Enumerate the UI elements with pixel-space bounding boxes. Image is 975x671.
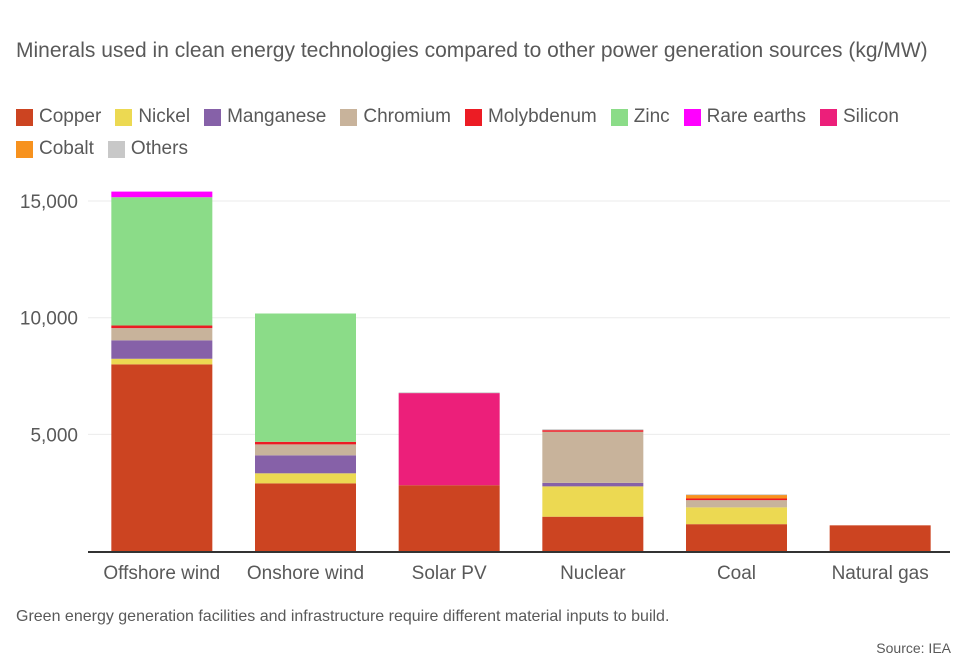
legend-swatch (464, 108, 482, 126)
legend-swatch (819, 108, 837, 126)
legend-label: Manganese (227, 106, 327, 127)
bar-segment-rare-earths (111, 191, 213, 198)
bar-segment-copper (255, 483, 356, 551)
bar-segment-cobalt (686, 495, 787, 499)
bar-segment-nickel (542, 486, 644, 517)
bar-segment-others (542, 429, 644, 431)
bar-segment-chromium (255, 444, 356, 456)
bar-segment-manganese (111, 340, 213, 359)
legend: Copper Nickel Manganese Chromium Molybdenum Z… (16, 104, 956, 162)
y-tick-label: 15,000 (20, 192, 78, 213)
bar-segment-zinc (255, 313, 356, 442)
bar-segment-zinc (111, 197, 213, 326)
y-tick-label: 5,000 (30, 425, 78, 446)
x-tick-label: Offshore wind (103, 563, 220, 584)
bar-segment-copper (398, 485, 500, 551)
bar-segment-molybdenum (542, 430, 644, 432)
x-tick-label: Natural gas (832, 563, 929, 584)
x-tick-label: Nuclear (560, 563, 626, 584)
bar-segment-molybdenum (111, 325, 213, 329)
bar-segment-copper (686, 524, 787, 551)
legend-swatch (16, 108, 33, 126)
legend-swatch (683, 108, 701, 126)
bar-segment-copper (111, 364, 213, 551)
legend-label: Molybdenum (487, 106, 597, 127)
bar-segment-molybdenum (255, 441, 356, 445)
legend-item-others: Others (107, 136, 188, 162)
legend-item-copper: Copper (16, 104, 101, 130)
x-tick-label: Solar PV (412, 563, 487, 584)
legend-item-chromium: Chromium (340, 104, 451, 130)
bar-segment-silicon (398, 393, 500, 486)
y-tick-label: 10,000 (20, 309, 78, 330)
bar-segment-copper (829, 525, 931, 551)
legend-swatch (107, 140, 125, 158)
bar-segment-manganese (255, 455, 356, 474)
legend-swatch (16, 140, 33, 158)
chart-plot: 5,000 10,000 15,000 Offshore wind Onshore wi… (20, 191, 950, 584)
chart-caption: Green energy generation facilities and i… (16, 608, 670, 625)
legend-label: Rare earths (706, 106, 806, 127)
x-tick-label: Coal (717, 563, 756, 584)
legend-item-rare-earths: Rare earths (683, 104, 806, 130)
bar-segment-manganese (542, 482, 644, 487)
legend-swatch (115, 108, 133, 126)
bar-segment-molybdenum (686, 498, 787, 501)
legend-item-nickel: Nickel (115, 104, 190, 130)
legend-label: Chromium (363, 106, 451, 127)
legend-item-molybdenum: Molybdenum (464, 104, 597, 130)
legend-label: Silicon (842, 106, 899, 127)
bar-segment-nickel (111, 358, 213, 365)
legend-label: Zinc (633, 106, 670, 127)
legend-item-zinc: Zinc (610, 104, 670, 130)
legend-label: Nickel (138, 106, 191, 127)
legend-label: Copper (39, 106, 102, 127)
legend-swatch (204, 108, 222, 126)
legend-item-manganese: Manganese (204, 104, 326, 130)
legend-item-cobalt: Cobalt (16, 136, 94, 162)
legend-label: Cobalt (39, 138, 94, 159)
bar-segment-chromium (686, 500, 787, 508)
chart-title: Minerals used in clean energy technologi… (16, 39, 928, 62)
bar-segment-others (686, 494, 787, 496)
bar-segment-copper (542, 516, 644, 551)
bar-segment-chromium (111, 328, 213, 341)
legend-swatch (610, 108, 628, 126)
bar-segment-nickel (686, 507, 787, 525)
bar-segment-others (398, 392, 500, 394)
bar-segment-nickel (255, 473, 356, 484)
legend-swatch (340, 108, 358, 126)
legend-label: Others (130, 138, 188, 159)
bar-segment-chromium (542, 431, 644, 483)
legend-item-silicon: Silicon (819, 104, 899, 130)
chart-source: Source: IEA (876, 640, 951, 656)
x-tick-label: Onshore wind (247, 563, 364, 584)
